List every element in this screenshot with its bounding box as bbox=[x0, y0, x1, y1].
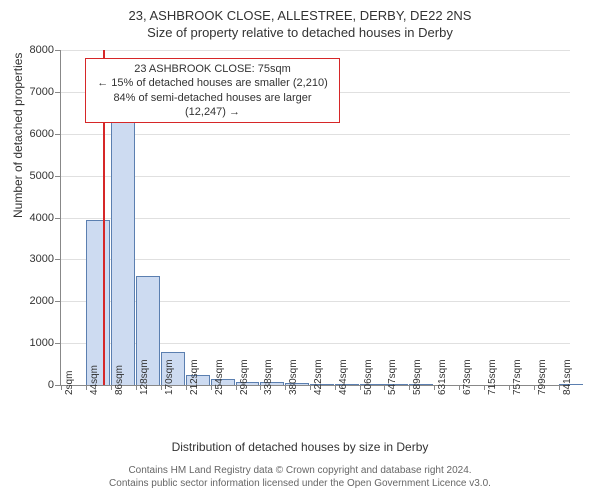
y-tick-label: 8000 bbox=[30, 44, 60, 56]
x-tick-label: 506sqm bbox=[363, 359, 374, 395]
x-tick-label: 128sqm bbox=[139, 359, 150, 395]
grid-line bbox=[60, 259, 570, 260]
footer-line-2: Contains public sector information licen… bbox=[0, 478, 600, 489]
y-tick-label: 2000 bbox=[30, 295, 60, 307]
y-tick-label: 1000 bbox=[30, 337, 60, 349]
x-tick bbox=[509, 385, 510, 390]
x-tick bbox=[161, 385, 162, 390]
x-tick-label: 380sqm bbox=[288, 359, 299, 395]
y-tick-label: 0 bbox=[48, 379, 60, 391]
x-tick-label: 44sqm bbox=[89, 365, 100, 395]
x-tick-label: 757sqm bbox=[512, 359, 523, 395]
x-tick bbox=[534, 385, 535, 390]
x-tick bbox=[136, 385, 137, 390]
x-tick bbox=[459, 385, 460, 390]
y-tick-label: 5000 bbox=[30, 170, 60, 182]
x-tick-label: 715sqm bbox=[487, 359, 498, 395]
x-tick-label: 254sqm bbox=[214, 359, 225, 395]
x-tick bbox=[186, 385, 187, 390]
y-tick-label: 3000 bbox=[30, 253, 60, 265]
chart-title-main: 23, ASHBROOK CLOSE, ALLESTREE, DERBY, DE… bbox=[0, 0, 600, 23]
property-annotation-box: 23 ASHBROOK CLOSE: 75sqm ← 15% of detach… bbox=[85, 58, 340, 123]
x-tick-label: 799sqm bbox=[537, 359, 548, 395]
x-tick bbox=[335, 385, 336, 390]
x-tick-label: 841sqm bbox=[562, 359, 573, 395]
x-tick bbox=[360, 385, 361, 390]
x-tick-label: 2sqm bbox=[64, 371, 75, 395]
histogram-bar bbox=[111, 104, 135, 385]
y-tick-label: 6000 bbox=[30, 128, 60, 140]
y-tick-label: 7000 bbox=[30, 86, 60, 98]
x-axis-label: Distribution of detached houses by size … bbox=[0, 440, 600, 454]
grid-line bbox=[60, 50, 570, 51]
x-tick-label: 212sqm bbox=[189, 359, 200, 395]
x-tick bbox=[484, 385, 485, 390]
x-tick-label: 464sqm bbox=[338, 359, 349, 395]
grid-line bbox=[60, 218, 570, 219]
footer-line-1: Contains HM Land Registry data © Crown c… bbox=[0, 465, 600, 476]
grid-line bbox=[60, 176, 570, 177]
x-tick bbox=[86, 385, 87, 390]
x-tick bbox=[111, 385, 112, 390]
annotation-line-3: 84% of semi-detached houses are larger (… bbox=[92, 91, 333, 120]
y-axis-line bbox=[60, 50, 61, 385]
x-tick-label: 296sqm bbox=[239, 359, 250, 395]
histogram-bar bbox=[86, 220, 110, 385]
x-tick bbox=[260, 385, 261, 390]
annotation-line-1: 23 ASHBROOK CLOSE: 75sqm bbox=[92, 62, 333, 76]
x-tick bbox=[384, 385, 385, 390]
x-tick-label: 547sqm bbox=[387, 359, 398, 395]
annotation-line-2: ← 15% of detached houses are smaller (2,… bbox=[92, 76, 333, 90]
x-tick bbox=[434, 385, 435, 390]
x-tick-label: 86sqm bbox=[114, 365, 125, 395]
x-tick-label: 338sqm bbox=[263, 359, 274, 395]
y-tick-label: 4000 bbox=[30, 212, 60, 224]
x-tick bbox=[409, 385, 410, 390]
grid-line bbox=[60, 134, 570, 135]
x-tick bbox=[236, 385, 237, 390]
x-tick bbox=[211, 385, 212, 390]
property-size-chart: 23, ASHBROOK CLOSE, ALLESTREE, DERBY, DE… bbox=[0, 0, 600, 500]
x-tick bbox=[559, 385, 560, 390]
x-tick-label: 589sqm bbox=[412, 359, 423, 395]
x-tick bbox=[61, 385, 62, 390]
chart-title-sub: Size of property relative to detached ho… bbox=[0, 23, 600, 40]
x-tick-label: 631sqm bbox=[437, 359, 448, 395]
x-tick-label: 422sqm bbox=[313, 359, 324, 395]
x-tick-label: 170sqm bbox=[164, 359, 175, 395]
x-tick bbox=[310, 385, 311, 390]
x-tick bbox=[285, 385, 286, 390]
x-tick-label: 673sqm bbox=[462, 359, 473, 395]
